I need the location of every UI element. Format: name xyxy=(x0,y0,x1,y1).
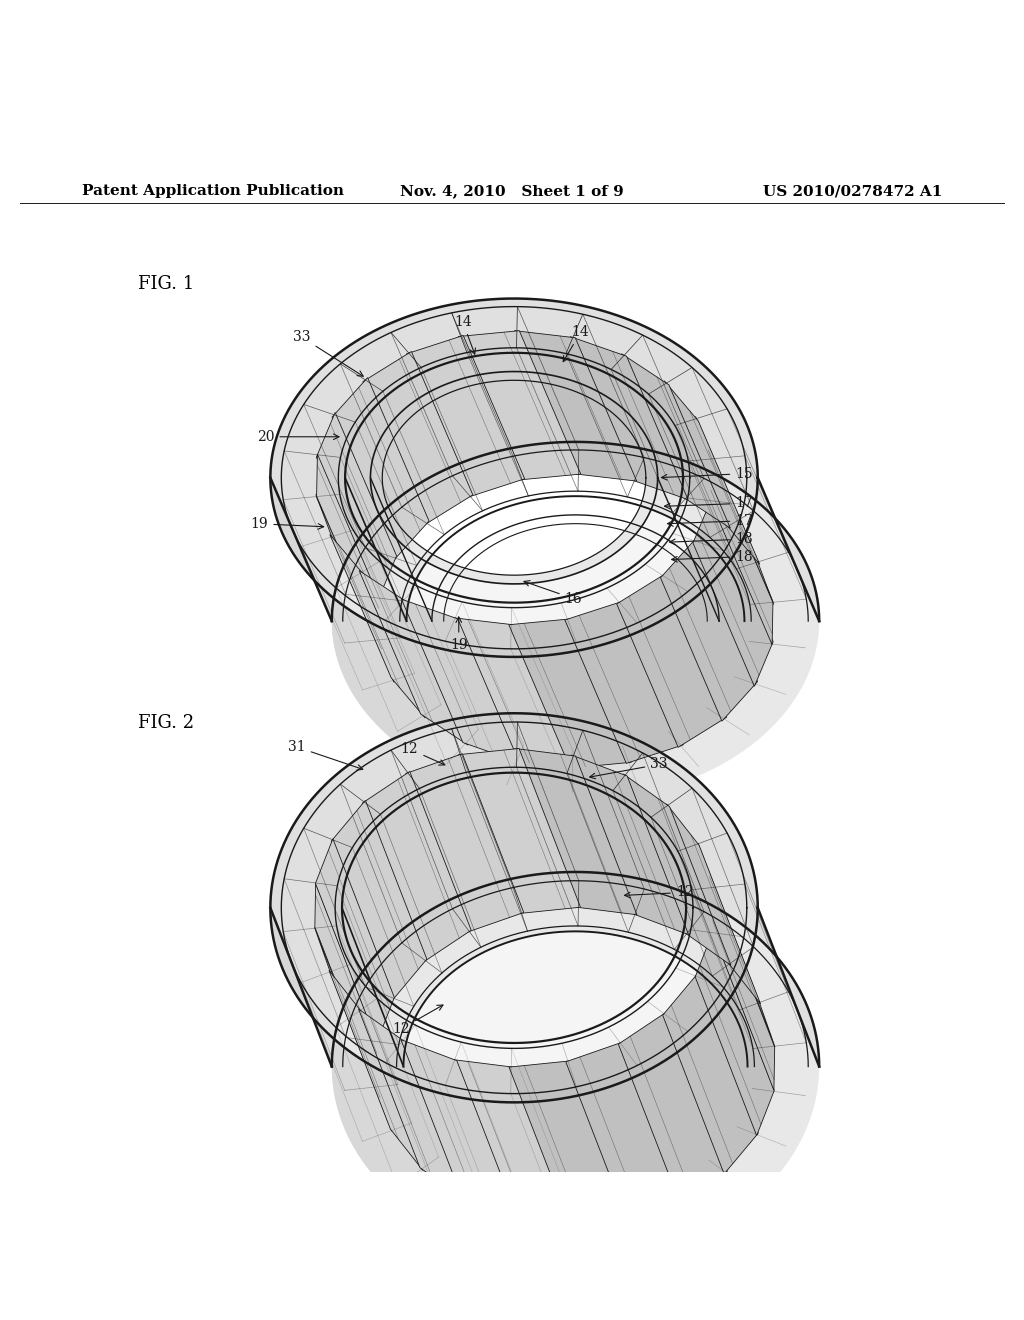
Polygon shape xyxy=(453,1060,574,1226)
Polygon shape xyxy=(329,970,423,1171)
Text: 14: 14 xyxy=(454,315,475,354)
Polygon shape xyxy=(314,884,377,1086)
Polygon shape xyxy=(695,932,774,1135)
Polygon shape xyxy=(362,771,471,962)
Text: FIG. 2: FIG. 2 xyxy=(138,714,195,733)
Text: 19: 19 xyxy=(450,616,468,652)
Polygon shape xyxy=(618,1012,727,1203)
Text: 19: 19 xyxy=(251,517,324,531)
Text: 12: 12 xyxy=(400,742,444,766)
Polygon shape xyxy=(509,1061,632,1226)
Ellipse shape xyxy=(332,442,819,800)
Ellipse shape xyxy=(332,873,819,1261)
Polygon shape xyxy=(332,378,429,561)
Polygon shape xyxy=(509,619,631,768)
Text: 17: 17 xyxy=(665,496,753,511)
Text: Patent Application Publication: Patent Application Publication xyxy=(82,183,344,198)
Polygon shape xyxy=(401,1040,518,1220)
Text: 18: 18 xyxy=(672,549,753,564)
Polygon shape xyxy=(693,499,773,686)
Polygon shape xyxy=(695,416,774,605)
Polygon shape xyxy=(458,748,581,913)
Polygon shape xyxy=(315,838,394,1043)
Polygon shape xyxy=(663,974,759,1173)
Polygon shape xyxy=(570,337,688,500)
Text: 12: 12 xyxy=(392,1005,443,1036)
Polygon shape xyxy=(713,888,775,1090)
Text: 14: 14 xyxy=(563,325,590,362)
Polygon shape xyxy=(342,772,748,1067)
Ellipse shape xyxy=(371,371,657,583)
Ellipse shape xyxy=(345,352,683,603)
Polygon shape xyxy=(514,331,637,480)
Polygon shape xyxy=(330,535,425,718)
Polygon shape xyxy=(616,574,727,747)
Polygon shape xyxy=(711,458,773,644)
Polygon shape xyxy=(406,754,523,932)
Polygon shape xyxy=(358,1008,466,1200)
Polygon shape xyxy=(566,1043,684,1221)
Text: 15: 15 xyxy=(662,467,753,480)
Polygon shape xyxy=(624,774,731,965)
Polygon shape xyxy=(270,298,819,622)
Polygon shape xyxy=(314,928,392,1131)
Text: FIG. 1: FIG. 1 xyxy=(138,275,195,293)
Polygon shape xyxy=(665,380,760,565)
Text: Nov. 4, 2010   Sheet 1 of 9: Nov. 4, 2010 Sheet 1 of 9 xyxy=(400,183,624,198)
Text: 33: 33 xyxy=(590,758,668,779)
Polygon shape xyxy=(316,454,379,640)
Polygon shape xyxy=(622,354,730,528)
Polygon shape xyxy=(331,800,427,999)
Polygon shape xyxy=(345,352,744,622)
Polygon shape xyxy=(453,618,575,768)
Polygon shape xyxy=(270,713,819,1067)
Text: 33: 33 xyxy=(293,330,364,376)
Polygon shape xyxy=(660,539,758,721)
Polygon shape xyxy=(667,804,761,1005)
Polygon shape xyxy=(571,755,688,935)
Ellipse shape xyxy=(270,713,758,1102)
Polygon shape xyxy=(270,298,575,800)
Polygon shape xyxy=(515,748,637,915)
Polygon shape xyxy=(697,843,775,1047)
Text: 12: 12 xyxy=(625,886,693,899)
Text: 20: 20 xyxy=(257,430,339,444)
Polygon shape xyxy=(359,570,468,744)
Ellipse shape xyxy=(403,932,748,1201)
Text: US 2010/0278472 A1: US 2010/0278472 A1 xyxy=(763,183,942,198)
Polygon shape xyxy=(362,351,473,525)
Polygon shape xyxy=(565,602,683,763)
Polygon shape xyxy=(401,599,519,762)
Polygon shape xyxy=(315,494,394,682)
Ellipse shape xyxy=(270,298,758,657)
Ellipse shape xyxy=(382,380,646,576)
Polygon shape xyxy=(407,335,524,498)
Text: 16: 16 xyxy=(524,581,583,606)
Text: 18: 18 xyxy=(670,532,753,546)
Polygon shape xyxy=(270,713,575,1261)
Polygon shape xyxy=(459,331,581,480)
Text: 17: 17 xyxy=(668,513,753,528)
Ellipse shape xyxy=(342,772,686,1043)
Text: 31: 31 xyxy=(288,741,362,770)
Polygon shape xyxy=(316,412,396,601)
Ellipse shape xyxy=(407,496,744,746)
